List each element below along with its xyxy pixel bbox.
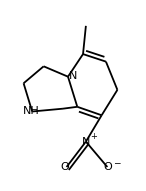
Text: N: N	[82, 137, 90, 147]
Text: NH: NH	[23, 107, 40, 117]
Text: O: O	[104, 162, 112, 172]
Text: +: +	[90, 132, 97, 141]
Text: N: N	[69, 71, 77, 81]
Text: −: −	[113, 158, 120, 167]
Text: O: O	[61, 162, 69, 172]
